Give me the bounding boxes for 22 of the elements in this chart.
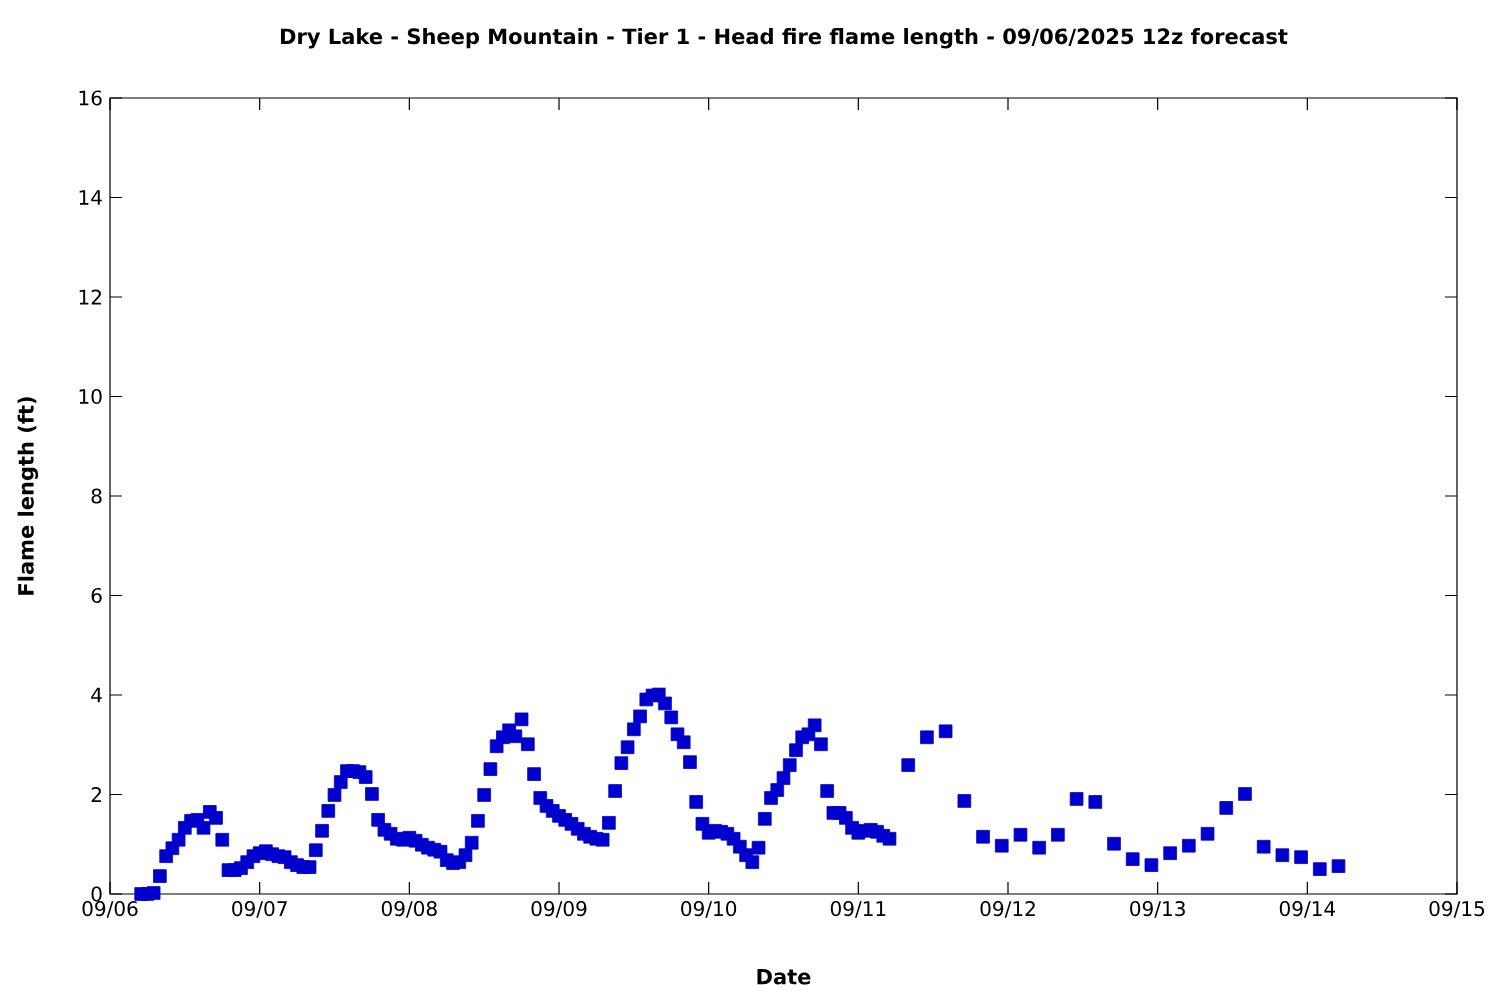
y-tick-label: 10 bbox=[79, 388, 102, 405]
y-tick-label: 0 bbox=[91, 886, 102, 902]
y-tick-label: 14 bbox=[79, 190, 102, 205]
x-tick-label: 09/07 bbox=[232, 901, 287, 918]
x-tick-label: 09/15 bbox=[1429, 901, 1485, 918]
x-tick-label: 09/10 bbox=[681, 901, 737, 918]
x-tick-label: 09/14 bbox=[1279, 901, 1336, 918]
y-tick-label: 12 bbox=[79, 289, 101, 305]
y-tick-label: 6 bbox=[91, 587, 102, 604]
y-axis-title: Flame length (ft) bbox=[17, 397, 39, 595]
x-tick-label: 09/09 bbox=[531, 901, 587, 918]
x-tick-label: 09/06 bbox=[82, 901, 138, 918]
chart-title: Dry Lake - Sheep Mountain - Tier 1 - Head fire flame length - 09/06/2025 12z forecast bbox=[280, 28, 1288, 49]
y-tick-label: 2 bbox=[91, 787, 101, 802]
x-tick-label: 09/12 bbox=[980, 901, 1035, 918]
x-axis-title: Date bbox=[757, 968, 811, 985]
y-tick-label: 4 bbox=[91, 687, 102, 703]
x-tick-label: 09/13 bbox=[1130, 901, 1185, 918]
y-tick-label: 16 bbox=[79, 90, 102, 106]
x-tick-label: 09/11 bbox=[830, 901, 886, 918]
y-tick-label: 8 bbox=[91, 488, 102, 504]
x-tick-label: 09/08 bbox=[381, 901, 437, 918]
